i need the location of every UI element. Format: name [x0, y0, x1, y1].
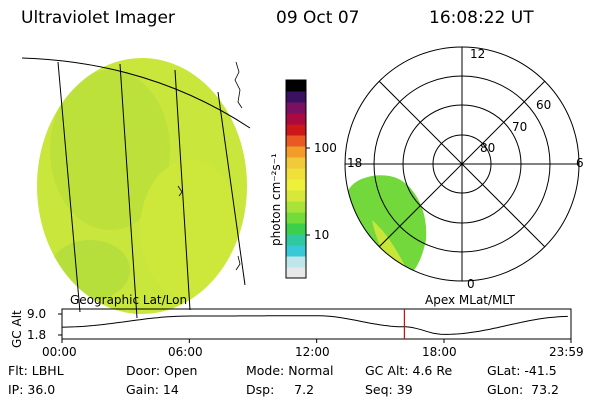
- footer-gc-alt: GC Alt: 4.6 Re: [365, 363, 453, 378]
- colorbar-segment: [286, 223, 306, 235]
- mlat-label-80: 80: [480, 141, 496, 155]
- instrument-title: Ultraviolet Imager: [21, 8, 175, 28]
- colorbar-segment: [286, 190, 306, 202]
- mlt-label-6: 6: [576, 156, 584, 170]
- colorbar-segment: [286, 113, 306, 125]
- colorbar-frame: [285, 79, 307, 279]
- colorbar-segment: [286, 102, 306, 114]
- altitude-y-tick-min: 1.8: [27, 328, 47, 342]
- mlt-label-0: 0: [467, 277, 475, 291]
- footer-gain: Gain: 14: [126, 382, 179, 397]
- altitude-x-ticks: [61, 339, 572, 343]
- colorbar: [285, 79, 307, 279]
- altitude-plot: [58, 308, 572, 343]
- colorbar-label-100: 100: [314, 141, 337, 155]
- footer-filter: Flt: LBHL: [8, 363, 64, 378]
- mlt-label-12: 12: [470, 47, 486, 61]
- colorbar-segment: [286, 256, 306, 268]
- footer-glat: GLat: -41.5: [487, 363, 557, 378]
- altitude-x-tick-1200: 12:00: [295, 345, 330, 359]
- colorbar-segment: [286, 80, 306, 92]
- footer-glon: GLon: 73.2: [487, 382, 559, 397]
- colorbar-segment: [286, 135, 306, 147]
- altitude-y-tick-max: 9.0: [27, 307, 47, 321]
- colorbar-segment: [286, 234, 306, 246]
- colorbar-segment: [286, 267, 306, 279]
- polar-auroral-image: [346, 175, 427, 276]
- coastline-lower: [177, 185, 241, 271]
- geographic-panel-label: Geographic Lat/Lon: [70, 293, 188, 307]
- altitude-y-label: GC Alt: [10, 310, 24, 348]
- colorbar-segment: [286, 201, 306, 213]
- latitude-line: [21, 57, 251, 129]
- apex-panel-label: Apex MLat/MLT: [425, 293, 515, 307]
- colorbar-segment: [286, 157, 306, 169]
- colorbar-segment: [286, 146, 306, 158]
- coastline: [234, 61, 243, 109]
- observation-time: 16:08:22 UT: [429, 8, 534, 28]
- altitude-x-tick-0000: 00:00: [42, 345, 77, 359]
- colorbar-segment: [286, 179, 306, 191]
- observation-date: 09 Oct 07: [276, 8, 360, 28]
- footer-ip: IP: 36.0: [8, 382, 56, 397]
- mlt-label-18: 18: [347, 156, 363, 170]
- colorbar-segment: [286, 124, 306, 136]
- altitude-x-tick-1800: 18:00: [422, 345, 457, 359]
- colorbar-segment: [286, 245, 306, 257]
- colorbar-unit-label: photon cm⁻²s⁻¹: [269, 153, 283, 246]
- footer-dsp: Dsp: 7.2: [246, 382, 315, 397]
- colorbar-segment: [286, 168, 306, 180]
- mlat-label-70: 70: [512, 120, 528, 134]
- altitude-curve: [62, 315, 568, 335]
- colorbar-segment: [286, 212, 306, 224]
- altitude-x-tick-0600: 06:00: [168, 345, 203, 359]
- footer-mode: Mode: Normal: [246, 363, 334, 378]
- geographic-image: [21, 57, 251, 319]
- footer-seq: Seq: 39: [365, 382, 413, 397]
- colorbar-label-10: 10: [314, 228, 330, 242]
- mlat-label-60: 60: [536, 98, 552, 112]
- altitude-x-tick-2359: 23:59: [549, 345, 584, 359]
- footer-door: Door: Open: [126, 363, 198, 378]
- colorbar-segment: [286, 91, 306, 103]
- polar-plot: [344, 46, 580, 282]
- longitude-lines: [57, 61, 246, 319]
